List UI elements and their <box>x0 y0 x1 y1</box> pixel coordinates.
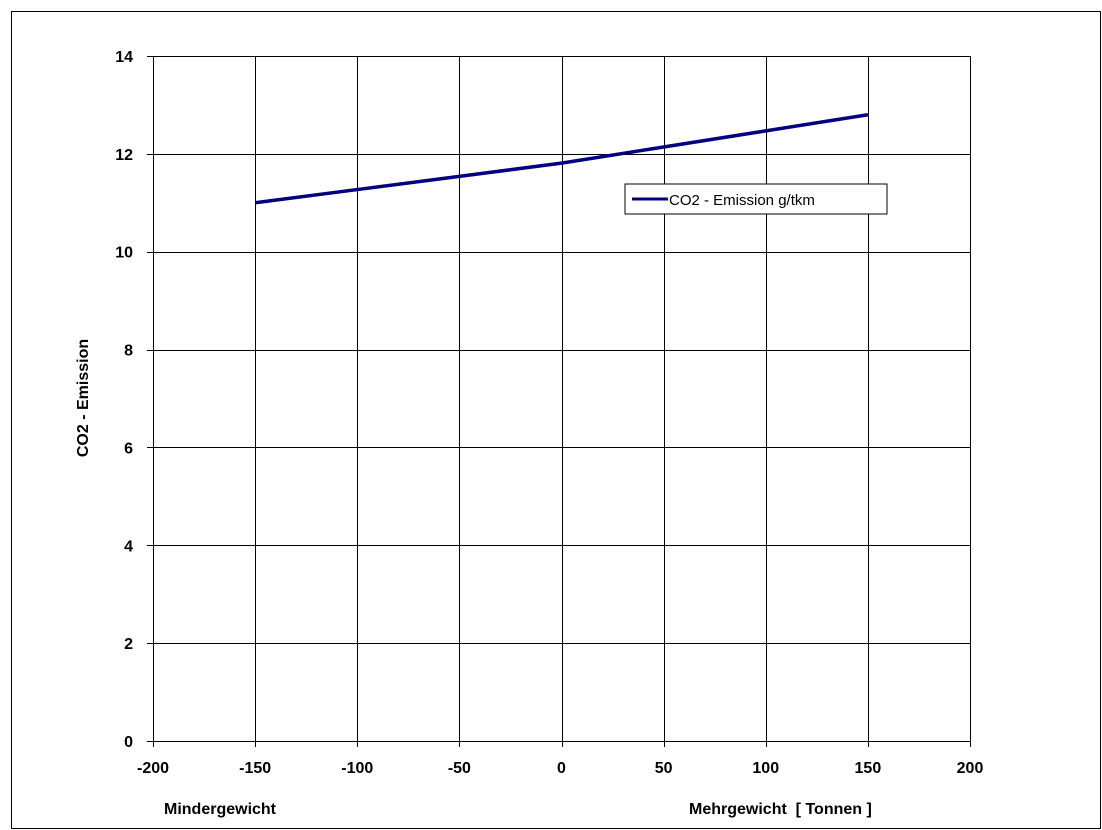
x-axis-label-right: Mehrgewicht [ Tonnen ] <box>689 801 872 818</box>
y-tick-label: 10 <box>115 245 133 262</box>
axes-layer: -200 -150 -100 -50 0 50 100 150 200 0 2 4 6 8 10 12 14 <box>115 49 983 777</box>
labels-layer: CO2 - Emission Mindergewicht Mehrgewicht… <box>75 339 872 818</box>
y-tick-label: 4 <box>124 538 133 555</box>
x-tick-label: 50 <box>655 760 673 777</box>
x-tick-label: 200 <box>957 760 984 777</box>
x-tick-label: 150 <box>855 760 882 777</box>
x-tick-label: -50 <box>448 760 471 777</box>
x-tick-label: -150 <box>239 760 271 777</box>
chart-frame <box>11 11 1101 829</box>
series-layer <box>254 112 869 205</box>
x-axis-label-left: Mindergewicht <box>164 801 277 818</box>
x-tick-label: -200 <box>137 760 169 777</box>
x-tick-label: 0 <box>557 760 566 777</box>
y-tick-label: 12 <box>115 147 133 164</box>
legend: CO2 - Emission g/tkm <box>624 183 888 215</box>
x-tick-label: 100 <box>752 760 779 777</box>
y-tick-label: 14 <box>115 49 133 66</box>
grid-layer <box>153 56 971 742</box>
legend-label: CO2 - Emission g/tkm <box>669 192 815 209</box>
series-line <box>254 112 869 205</box>
y-tick-label: 0 <box>124 734 133 751</box>
y-axis-label: CO2 - Emission <box>75 339 92 457</box>
y-tick-label: 2 <box>124 636 133 653</box>
x-tick-label: -100 <box>341 760 373 777</box>
legend-box <box>624 183 888 215</box>
y-tick-label: 8 <box>124 343 133 360</box>
y-tick-label: 6 <box>124 440 133 457</box>
